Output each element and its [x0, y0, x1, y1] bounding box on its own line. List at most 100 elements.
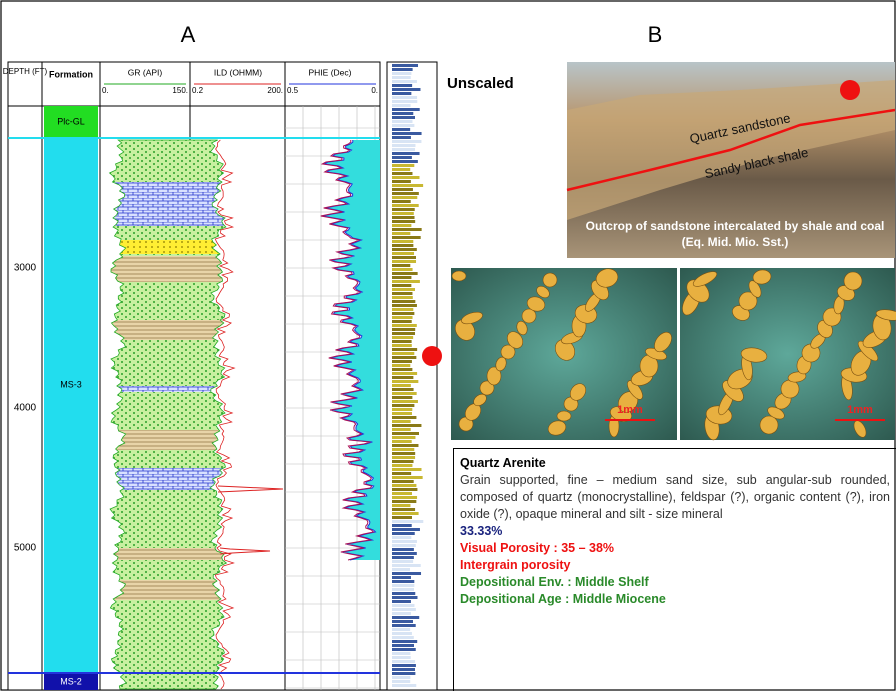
core-band — [392, 436, 415, 439]
core-band — [392, 552, 417, 555]
core-band — [392, 208, 415, 211]
core-band — [392, 652, 410, 655]
core-band — [392, 128, 410, 131]
core-band — [392, 64, 418, 67]
core-band — [392, 584, 414, 587]
panel-label: A — [181, 22, 196, 47]
scale-note: Unscaled — [447, 75, 514, 92]
core-band — [392, 148, 415, 151]
core-band — [392, 132, 422, 135]
core-band — [392, 380, 418, 383]
scale-label: 150. — [172, 86, 188, 95]
core-band — [392, 364, 410, 367]
formation-label: Plc-GL — [57, 116, 85, 126]
core-band — [392, 308, 413, 311]
grain — [452, 271, 466, 281]
core-band — [392, 628, 410, 631]
core-band — [392, 160, 418, 163]
outcrop-photo: Quartz sandstone Sandy black shale Outcr… — [567, 62, 895, 258]
core-band — [392, 232, 410, 235]
core-band — [392, 672, 415, 675]
core-band — [392, 376, 413, 379]
core-band — [392, 340, 412, 343]
column-header: DEPTH (FT) — [3, 67, 48, 76]
core-band — [392, 332, 415, 335]
core-band — [392, 200, 411, 203]
visual-porosity: Visual Porosity : 35 – 38% — [460, 540, 890, 557]
scale-bar-label: 1mm — [617, 404, 643, 416]
core-band — [392, 504, 410, 507]
core-band — [392, 104, 411, 107]
description-box: Quartz Arenite Grain supported, fine – m… — [453, 448, 896, 691]
core-band — [392, 488, 417, 491]
core-band — [392, 472, 411, 475]
core-band — [392, 576, 411, 579]
core-band — [392, 352, 414, 355]
core-band — [392, 360, 412, 363]
core-band — [392, 500, 416, 503]
well-log: DEPTH (FT) Formation GR (API) 0. 150. IL… — [3, 62, 380, 690]
core-band — [392, 540, 417, 543]
core-band — [392, 532, 415, 535]
core-band — [392, 428, 411, 431]
core-band — [392, 136, 411, 139]
core-band — [392, 580, 414, 583]
core-band — [392, 304, 417, 307]
core-band — [392, 596, 417, 599]
core-band — [392, 84, 412, 87]
core-band — [392, 680, 410, 683]
core-band — [392, 180, 411, 183]
core-band — [392, 616, 419, 619]
core-band — [392, 196, 417, 199]
core-band — [392, 172, 412, 175]
core-band — [392, 336, 413, 339]
core-band — [392, 72, 411, 75]
core-band — [392, 292, 412, 295]
core-band — [392, 228, 422, 231]
core-band — [392, 264, 410, 267]
core-band — [392, 280, 420, 283]
core-band — [392, 368, 412, 371]
core-band — [392, 372, 417, 375]
core-band — [392, 412, 412, 415]
core-band — [392, 676, 410, 679]
grain — [522, 309, 536, 323]
core-band — [392, 604, 414, 607]
core-band — [392, 100, 417, 103]
core-band — [392, 320, 412, 323]
core-band — [392, 496, 417, 499]
core-band — [392, 608, 416, 611]
scale-label: 0.5 — [287, 86, 299, 95]
lithology-band — [100, 548, 230, 560]
core-band — [392, 192, 419, 195]
core-band — [392, 544, 416, 547]
core-band — [392, 204, 419, 207]
core-band — [392, 572, 421, 575]
core-band — [392, 384, 411, 387]
core-band — [392, 644, 414, 647]
scale-bar-label: 1mm — [847, 404, 873, 416]
core-band — [392, 460, 414, 463]
core-band — [392, 328, 415, 331]
core-band — [392, 224, 411, 227]
core-band — [392, 88, 420, 91]
core-band — [392, 516, 412, 519]
core-band — [392, 588, 414, 591]
core-band — [392, 256, 416, 259]
formation-label: MS-2 — [60, 676, 82, 686]
core-band — [392, 592, 415, 595]
age: Depositional Age : Middle Miocene — [460, 591, 890, 608]
core-band — [392, 664, 416, 667]
core-band — [392, 260, 416, 263]
core-band — [392, 176, 419, 179]
core-band — [392, 548, 414, 551]
depth-label: 5000 — [14, 543, 37, 554]
depth-label: 3000 — [14, 263, 37, 274]
core-band — [392, 456, 415, 459]
environment: Depositional Env. : Middle Shelf — [460, 574, 890, 591]
figure: A B DEPTH (FT) Formation GR (API) 0. 150… — [0, 0, 896, 691]
column-header: Formation — [49, 69, 93, 79]
lithology-band — [100, 256, 230, 282]
core-band — [392, 408, 412, 411]
core-band — [392, 612, 411, 615]
